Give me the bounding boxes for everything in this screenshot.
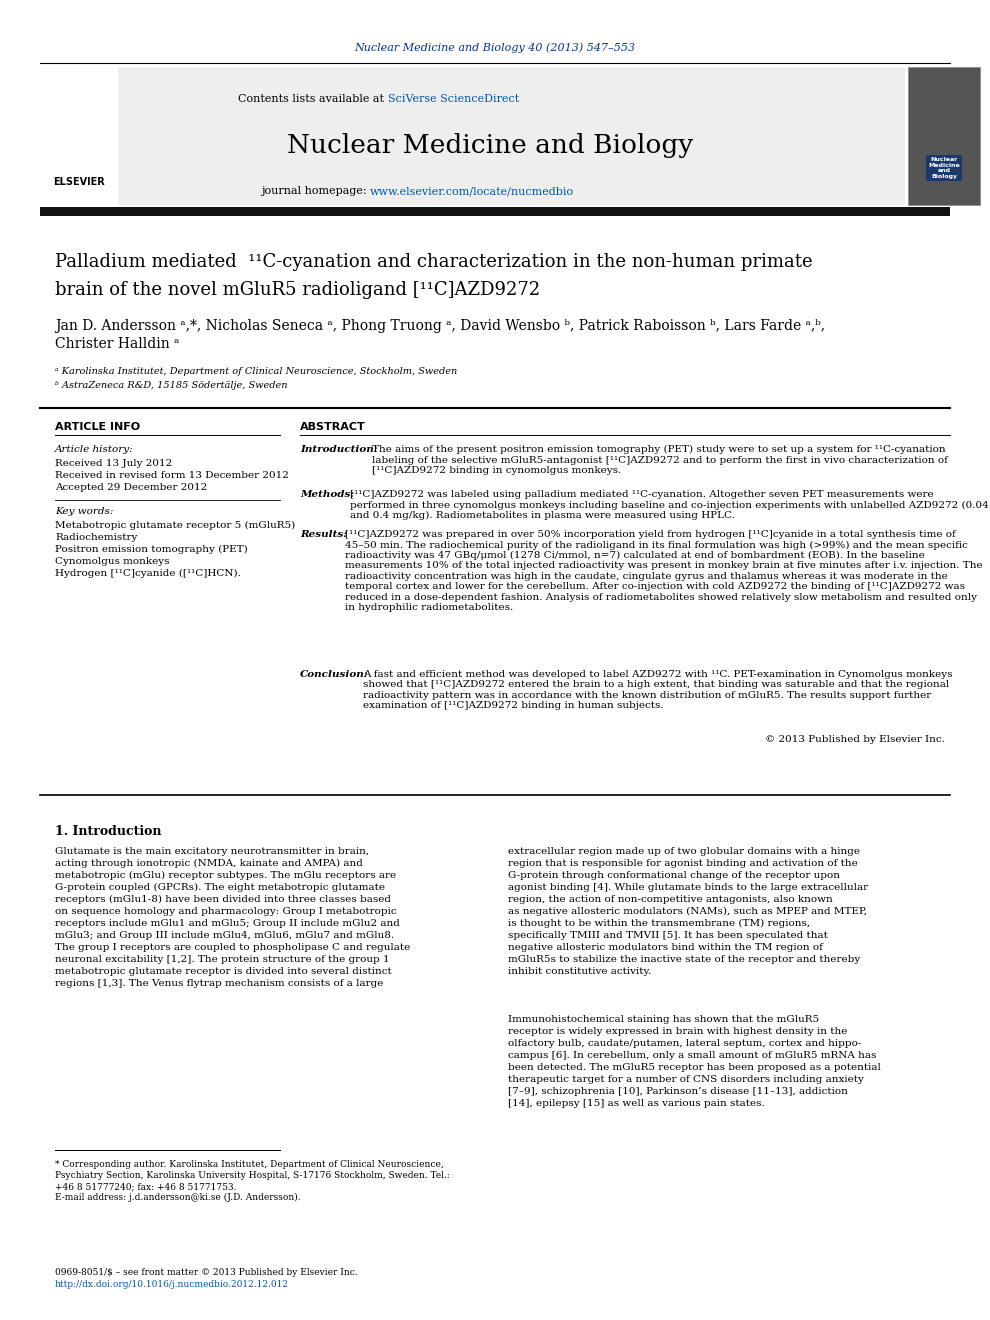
Text: [¹¹C]AZD9272 was labeled using palladium mediated ¹¹C-cyanation. Altogether seve: [¹¹C]AZD9272 was labeled using palladium… xyxy=(350,490,989,520)
Text: Results:: Results: xyxy=(300,531,347,539)
Text: Positron emission tomography (PET): Positron emission tomography (PET) xyxy=(55,544,248,553)
Text: journal homepage:: journal homepage: xyxy=(261,186,370,195)
Text: Psychiatry Section, Karolinska University Hospital, S-17176 Stockholm, Sweden. T: Psychiatry Section, Karolinska Universit… xyxy=(55,1171,449,1180)
Text: Immunohistochemical staining has shown that the mGluR5
receptor is widely expres: Immunohistochemical staining has shown t… xyxy=(508,1015,881,1107)
Text: Methods:: Methods: xyxy=(300,490,354,499)
Text: Contents lists available at: Contents lists available at xyxy=(239,94,388,104)
Text: +46 8 51777240; fax: +46 8 51771753.: +46 8 51777240; fax: +46 8 51771753. xyxy=(55,1181,237,1191)
Text: ᵇ AstraZeneca R&D, 15185 Södertälje, Sweden: ᵇ AstraZeneca R&D, 15185 Södertälje, Swe… xyxy=(55,380,287,389)
Text: Received 13 July 2012: Received 13 July 2012 xyxy=(55,458,172,467)
Text: Received in revised form 13 December 2012: Received in revised form 13 December 201… xyxy=(55,470,289,479)
Text: ᵃ Karolinska Institutet, Department of Clinical Neuroscience, Stockholm, Sweden: ᵃ Karolinska Institutet, Department of C… xyxy=(55,367,457,376)
Text: Nuclear Medicine and Biology 40 (2013) 547–553: Nuclear Medicine and Biology 40 (2013) 5… xyxy=(354,42,636,53)
Text: Hydrogen [¹¹C]cyanide ([¹¹C]HCN).: Hydrogen [¹¹C]cyanide ([¹¹C]HCN). xyxy=(55,569,241,578)
Text: Conclusion:: Conclusion: xyxy=(300,671,368,678)
Text: A fast and efficient method was developed to label AZD9272 with ¹¹C. PET-examina: A fast and efficient method was develope… xyxy=(363,671,952,710)
Text: Introduction:: Introduction: xyxy=(300,445,377,454)
Text: © 2013 Published by Elsevier Inc.: © 2013 Published by Elsevier Inc. xyxy=(765,735,945,744)
Text: http://dx.doi.org/10.1016/j.nucmedbio.2012.12.012: http://dx.doi.org/10.1016/j.nucmedbio.20… xyxy=(55,1280,289,1290)
Text: Christer Halldin ᵃ: Christer Halldin ᵃ xyxy=(55,337,179,351)
Text: Palladium mediated  ¹¹C-cyanation and characterization in the non-human primate: Palladium mediated ¹¹C-cyanation and cha… xyxy=(55,253,813,271)
Bar xyxy=(40,67,118,205)
Text: ABSTRACT: ABSTRACT xyxy=(300,422,365,432)
Text: Accepted 29 December 2012: Accepted 29 December 2012 xyxy=(55,483,207,491)
Text: extracellular region made up of two globular domains with a hinge
region that is: extracellular region made up of two glob… xyxy=(508,847,868,975)
Text: Jan D. Andersson ᵃ,*, Nicholas Seneca ᵃ, Phong Truong ᵃ, David Wensbo ᵇ, Patrick: Jan D. Andersson ᵃ,*, Nicholas Seneca ᵃ,… xyxy=(55,319,825,333)
Text: SciVerse ScienceDirect: SciVerse ScienceDirect xyxy=(388,94,519,104)
Text: * Corresponding author. Karolinska Institutet, Department of Clinical Neuroscien: * Corresponding author. Karolinska Insti… xyxy=(55,1160,444,1170)
Text: Nuclear Medicine and Biology: Nuclear Medicine and Biology xyxy=(287,132,693,157)
Text: www.elsevier.com/locate/nucmedbio: www.elsevier.com/locate/nucmedbio xyxy=(370,186,574,195)
Bar xyxy=(40,207,950,216)
Text: brain of the novel mGluR5 radioligand [¹¹C]AZD9272: brain of the novel mGluR5 radioligand [¹… xyxy=(55,281,541,300)
Text: Cynomolgus monkeys: Cynomolgus monkeys xyxy=(55,557,169,565)
Text: Glutamate is the main excitatory neurotransmitter in brain,
acting through ionot: Glutamate is the main excitatory neurotr… xyxy=(55,847,410,989)
Text: 0969-8051/$ – see front matter © 2013 Published by Elsevier Inc.: 0969-8051/$ – see front matter © 2013 Pu… xyxy=(55,1269,357,1276)
Text: Article history:: Article history: xyxy=(55,446,134,454)
Text: 1. Introduction: 1. Introduction xyxy=(55,825,161,838)
Text: Key words:: Key words: xyxy=(55,507,114,516)
Text: ARTICLE INFO: ARTICLE INFO xyxy=(55,422,141,432)
Bar xyxy=(908,67,980,205)
Text: Nuclear
Medicine
and
Biology: Nuclear Medicine and Biology xyxy=(929,157,960,180)
Text: E-mail address: j.d.andersson@ki.se (J.D. Andersson).: E-mail address: j.d.andersson@ki.se (J.D… xyxy=(55,1193,301,1203)
Text: [¹¹C]AZD9272 was prepared in over 50% incorporation yield from hydrogen [¹¹C]cya: [¹¹C]AZD9272 was prepared in over 50% in… xyxy=(345,531,983,612)
Text: ELSEVIER: ELSEVIER xyxy=(53,177,105,187)
Text: The aims of the present positron emission tomography (PET) study were to set up : The aims of the present positron emissio… xyxy=(372,445,947,475)
Text: Radiochemistry: Radiochemistry xyxy=(55,532,138,541)
Bar xyxy=(75,67,905,205)
Text: Metabotropic glutamate receptor 5 (mGluR5): Metabotropic glutamate receptor 5 (mGluR… xyxy=(55,520,295,529)
